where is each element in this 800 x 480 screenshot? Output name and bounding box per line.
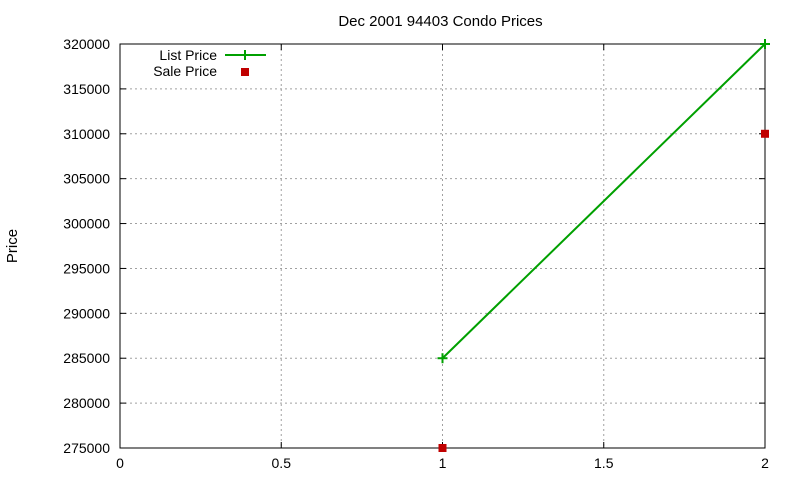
legend-label: Sale Price: [153, 63, 217, 79]
y-tick-label: 300000: [63, 216, 110, 232]
x-tick-label: 2: [761, 455, 769, 471]
series: [437, 39, 770, 452]
y-tick-label: 290000: [63, 305, 110, 321]
axis-ticks: 275000 280000 285000 290000 295000 300000 3050…: [63, 36, 769, 471]
y-tick-label: 315000: [63, 81, 110, 97]
data-point-list-price: [760, 39, 770, 49]
chart-title: Dec 2001 94403 Condo Prices: [338, 13, 542, 30]
series-line-list-price: [441, 43, 766, 359]
y-tick-label: 310000: [63, 126, 110, 142]
legend-label: List Price: [159, 47, 217, 63]
x-tick-label: 0: [116, 455, 124, 471]
x-tick-label: 1: [439, 455, 447, 471]
y-tick-label: 275000: [63, 440, 110, 456]
series-sale-price: [438, 129, 769, 452]
y-tick-label: 280000: [63, 395, 110, 411]
x-tick-label: 0.5: [272, 455, 292, 471]
y-axis-label: Price: [4, 229, 21, 263]
data-point-list-price: [437, 353, 448, 364]
y-tick-label: 305000: [63, 171, 110, 187]
data-point-sale-price: [761, 129, 769, 138]
y-tick-label: 295000: [63, 260, 110, 276]
data-point-sale-price: [438, 444, 447, 452]
series-list-price: [437, 39, 770, 364]
legend-marker-sale-price: [241, 68, 249, 76]
x-tick-label: 1.5: [594, 455, 614, 471]
y-tick-label: 320000: [63, 36, 110, 52]
grid: [120, 44, 765, 448]
legend-marker-list-price: [240, 50, 250, 60]
y-tick-label: 285000: [63, 350, 110, 366]
